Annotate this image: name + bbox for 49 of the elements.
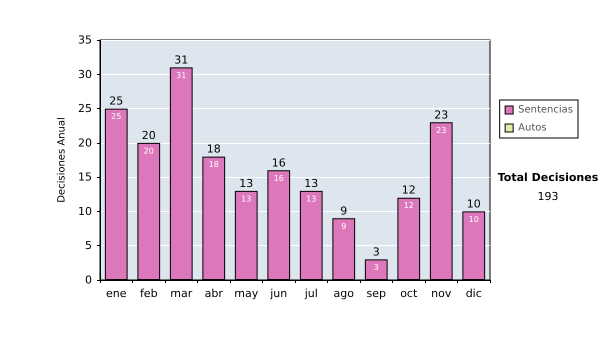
- y-tick-label: 35: [78, 34, 92, 46]
- data-label: 25: [111, 112, 122, 122]
- total-label: 13: [239, 176, 254, 190]
- x-tick-label: abr: [204, 287, 224, 300]
- text: 193: [538, 190, 558, 203]
- y-tick-label: 25: [78, 102, 92, 116]
- x-tick-label: feb: [140, 287, 158, 300]
- x-tick-label: jun: [269, 287, 288, 300]
- text: Total Decisiones: [498, 171, 599, 184]
- total-label: 9: [340, 204, 348, 218]
- total-label: 16: [272, 156, 286, 170]
- total-label: 12: [402, 184, 416, 197]
- x-tick-label: oct: [400, 287, 418, 300]
- x-tick-label: mar: [170, 287, 193, 300]
- total-label: 3: [372, 245, 380, 258]
- total-label: 18: [206, 142, 221, 156]
- y-tick-label: 5: [85, 239, 92, 252]
- total-label: 25: [109, 94, 124, 108]
- data-label: 12: [404, 201, 414, 210]
- total-label: 23: [434, 108, 448, 122]
- x-tick-label: dic: [466, 287, 482, 300]
- total-label: 10: [466, 197, 481, 210]
- x-tick-label: nov: [431, 287, 452, 300]
- y-tick-label: 20: [78, 136, 92, 150]
- total-label: 31: [174, 53, 188, 66]
- x-tick-label: ene: [106, 287, 127, 300]
- data-label: 13: [241, 194, 252, 204]
- y-axis-title: Decisiones Anual: [56, 117, 68, 203]
- total-label: 13: [304, 176, 318, 190]
- legend-label: Autos: [518, 122, 547, 134]
- data-label: 23: [436, 126, 446, 135]
- x-tick-label: jul: [304, 287, 318, 300]
- x-tick-label: ago: [334, 287, 354, 300]
- data-label: 16: [274, 174, 284, 183]
- y-tick-label: 15: [78, 170, 92, 184]
- y-tick-label: 10: [78, 204, 92, 218]
- y-tick-label: 30: [78, 68, 92, 81]
- x-tick-label: sep: [366, 287, 386, 300]
- x-tick-label: may: [234, 287, 259, 300]
- data-label: 13: [306, 194, 316, 204]
- data-label: 10: [468, 214, 479, 224]
- data-label: 9: [341, 222, 346, 231]
- data-label: 3: [374, 262, 379, 272]
- data-label: 18: [208, 160, 219, 170]
- legend-label: Sentencias: [518, 104, 574, 116]
- data-label: 20: [144, 146, 154, 156]
- total-label: 20: [142, 128, 156, 142]
- y-tick-label: 0: [85, 274, 92, 286]
- data-label: 31: [176, 70, 186, 80]
